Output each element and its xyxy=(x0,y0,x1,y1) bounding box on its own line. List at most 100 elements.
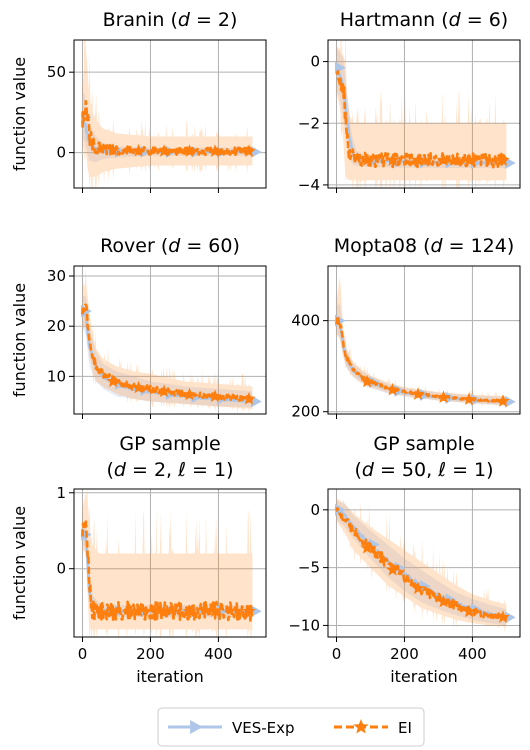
panel-2: 0 −2 −4 Hartmann (d = 6) xyxy=(298,9,521,194)
x-tick-label: 400 xyxy=(458,645,487,663)
chart-title: Rover (d = 60) xyxy=(100,235,240,257)
chart-title: Branin (d = 2) xyxy=(103,9,238,31)
marker-ei xyxy=(131,380,146,394)
series-line-ei xyxy=(335,507,508,621)
marker-ei xyxy=(208,604,222,617)
x-axis-label: iteration xyxy=(136,667,204,686)
marker-ves-exp xyxy=(394,561,406,574)
marker-ves-exp xyxy=(445,391,457,404)
chart-title-line-2: (d = 50, ℓ = 1) xyxy=(354,459,493,481)
band-ei xyxy=(82,489,253,637)
marker-ves-exp xyxy=(335,503,346,516)
axes-frame xyxy=(327,265,521,415)
axes-frame xyxy=(327,39,521,189)
x-tick-label: 200 xyxy=(390,645,419,663)
marker-ei xyxy=(462,392,476,406)
marker-ei xyxy=(157,144,171,157)
marker-ei xyxy=(436,153,451,166)
marker-ves-exp xyxy=(250,605,262,618)
legend-marker-ei xyxy=(353,719,369,734)
panel-3: 10 20 30 Rover (d = 60) function value xyxy=(10,235,267,419)
panel-1: 0 50 Branin (d = 2) function value xyxy=(10,9,267,193)
axes-frame xyxy=(73,265,267,415)
y-tick-label: −4 xyxy=(298,176,320,194)
x-tick-label: 400 xyxy=(204,645,233,663)
marker-ei xyxy=(411,581,425,595)
y-tick-label: 0 xyxy=(56,560,66,578)
marker-ves-exp xyxy=(504,395,516,408)
legend-marker-ves-exp xyxy=(190,720,203,734)
y-tick-label: 400 xyxy=(291,312,320,330)
legend-label-ei: EI xyxy=(398,719,412,737)
marker-ei xyxy=(157,384,171,398)
marker-ves-exp xyxy=(504,611,516,624)
band-ei xyxy=(336,276,507,407)
y-tick-label: 0 xyxy=(56,144,66,162)
marker-ei xyxy=(131,143,146,157)
marker-ei xyxy=(411,153,425,166)
y-tick-label: 200 xyxy=(291,403,320,421)
axes-frame xyxy=(73,39,267,189)
marker-ei xyxy=(208,144,222,157)
legend-label-ves-exp: VES-Exp xyxy=(232,719,295,737)
marker-ei xyxy=(106,604,120,617)
series-line-ei xyxy=(335,69,508,169)
marker-ei xyxy=(242,391,256,405)
marker-ei xyxy=(462,153,476,166)
chart-title: Mopta08 (d = 124) xyxy=(334,235,515,257)
legend-box xyxy=(157,707,425,747)
y-tick-label: 30 xyxy=(47,267,66,285)
chart-title: GP sample xyxy=(373,433,474,455)
panel-6: 0 200 400 0 −5 −10 GP sample (d = 50, ℓ = 1) ite… xyxy=(288,433,521,686)
marker-ves-exp xyxy=(504,157,516,170)
band-ves-exp xyxy=(336,302,507,406)
chart-title-line-2: (d = 2, ℓ = 1) xyxy=(106,459,233,481)
band-ei xyxy=(336,40,507,188)
marker-ves-exp xyxy=(250,145,262,158)
legend: VES-Exp EI xyxy=(157,707,425,747)
band-ei xyxy=(82,266,253,414)
marker-ei xyxy=(496,153,510,166)
y-axis-label: function value xyxy=(10,283,29,397)
axes-frame xyxy=(73,488,267,638)
chart-title: GP sample xyxy=(119,433,220,455)
marker-ei xyxy=(360,374,374,388)
marker-ei xyxy=(385,153,400,166)
marker-ei xyxy=(385,562,400,576)
y-tick-label: −2 xyxy=(298,114,320,132)
y-tick-label: 0 xyxy=(310,53,320,71)
marker-ei xyxy=(436,594,451,608)
marker-ei xyxy=(242,604,256,617)
marker-ei xyxy=(182,144,197,157)
y-tick-label: 20 xyxy=(47,317,66,335)
marker-ei xyxy=(411,387,425,400)
marker-ei xyxy=(157,604,171,617)
series-line-ei xyxy=(335,314,508,404)
marker-ei xyxy=(131,604,146,617)
panel-4: 200 400 Mopta08 (d = 124) xyxy=(291,235,521,421)
marker-ei xyxy=(436,390,451,403)
marker-ei xyxy=(360,153,374,166)
x-axis-label: iteration xyxy=(390,667,458,686)
marker-ei xyxy=(360,541,374,554)
band-ves-exp xyxy=(82,296,253,408)
y-tick-label: 0 xyxy=(310,501,320,519)
panel-5: 0 200 400 0 1 GP sample (d = 2, ℓ = 1) iteratio… xyxy=(10,433,267,686)
marker-ei xyxy=(242,144,256,157)
band-ei xyxy=(336,498,507,633)
marker-ei xyxy=(385,382,400,396)
y-tick-label: 10 xyxy=(47,367,66,385)
marker-ei xyxy=(182,387,197,401)
marker-ei xyxy=(496,610,510,623)
axes-frame xyxy=(327,488,521,638)
marker-ei xyxy=(496,394,510,407)
y-axis-label: function value xyxy=(10,57,29,171)
marker-ei xyxy=(462,604,476,618)
y-tick-label: −10 xyxy=(288,616,320,634)
x-tick-label: 0 xyxy=(78,645,88,663)
marker-ei xyxy=(106,374,120,388)
y-axis-label: function value xyxy=(10,506,29,620)
y-tick-label: −5 xyxy=(298,559,320,577)
y-tick-label: 50 xyxy=(47,63,66,81)
